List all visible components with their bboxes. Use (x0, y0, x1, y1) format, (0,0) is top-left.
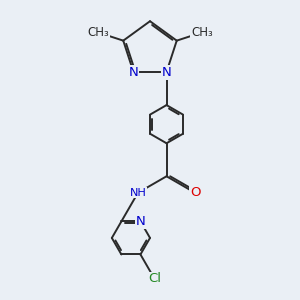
Text: N: N (162, 66, 171, 79)
Text: CH₃: CH₃ (87, 26, 109, 39)
Text: NH: NH (130, 188, 146, 198)
Text: CH₃: CH₃ (191, 26, 213, 39)
Text: CH₃: CH₃ (87, 26, 109, 39)
Text: N: N (129, 66, 138, 79)
Text: N: N (136, 215, 145, 228)
Text: Cl: Cl (148, 272, 161, 285)
Text: O: O (190, 186, 200, 199)
